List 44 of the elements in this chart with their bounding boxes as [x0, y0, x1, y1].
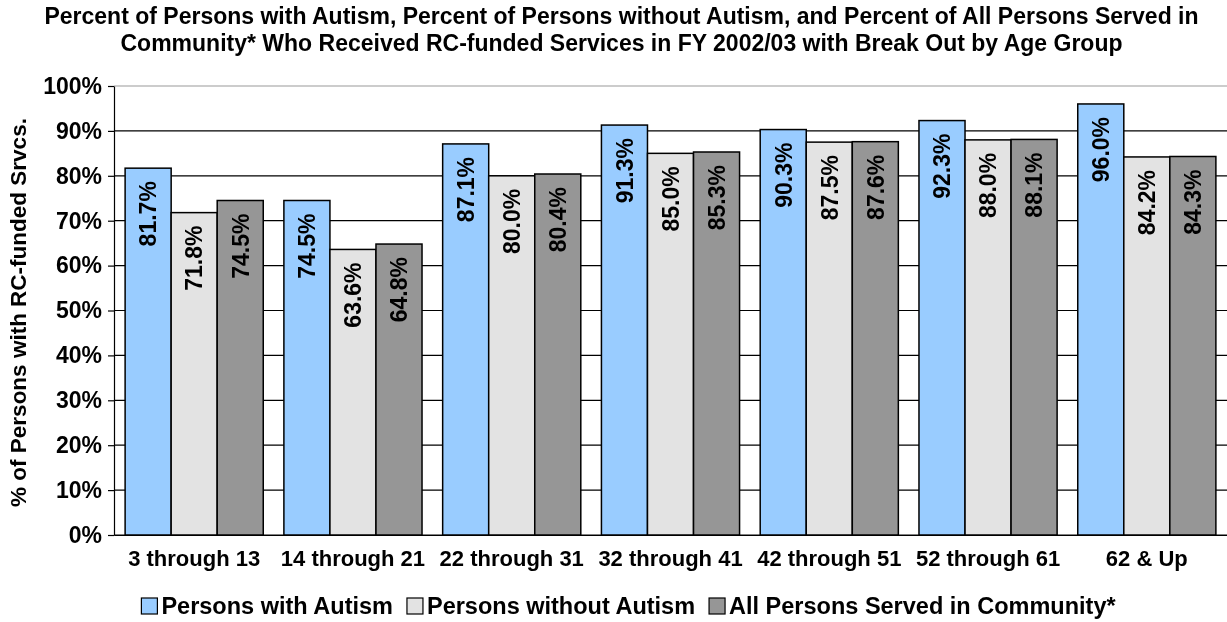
y-tick-label: 30% — [55, 387, 102, 414]
data-label: 87.5% — [816, 155, 843, 221]
y-tick-label: 70% — [55, 207, 102, 234]
data-label: 81.7% — [135, 181, 162, 247]
x-tick-label: 42 through 51 — [757, 545, 902, 571]
data-label: 88.0% — [975, 152, 1002, 219]
data-label: 63.6% — [340, 262, 367, 328]
data-label: 64.8% — [386, 257, 413, 323]
y-tick-label: 50% — [55, 297, 102, 324]
legend-label: Persons with Autism — [161, 593, 393, 620]
data-label: 87.6% — [862, 154, 889, 220]
data-label: 80.0% — [499, 188, 526, 255]
legend-label: All Persons Served in Community* — [729, 593, 1117, 620]
data-label: 85.0% — [657, 166, 684, 232]
x-tick-label: 22 through 31 — [439, 545, 584, 571]
chart-title: Percent of Persons with Autism, Percent of Persons without Autism, and Percent of All Persons Served in Community* Who Received RC-funded Services in FY 2002/03 with Break Out by Age Group — [44, 3, 1199, 56]
data-label: 84.3% — [1180, 169, 1207, 235]
y-tick-label: 80% — [55, 162, 102, 189]
data-label: 90.3% — [770, 142, 797, 208]
legend-label: Persons without Autism — [426, 593, 696, 620]
y-tick-label: 100% — [43, 72, 102, 99]
y-tick-label: 90% — [55, 117, 102, 144]
x-tick-label: 3 through 13 — [128, 545, 261, 571]
y-tick-label: 60% — [55, 252, 102, 279]
data-label: 71.8% — [181, 225, 208, 291]
x-tick-label: 32 through 41 — [598, 545, 743, 571]
y-tick-label: 40% — [55, 342, 102, 369]
data-label: 88.1% — [1021, 152, 1048, 218]
data-label: 74.5% — [227, 213, 254, 279]
data-label: 96.0% — [1088, 116, 1115, 183]
data-label: 87.1% — [452, 156, 479, 223]
x-tick-label: 52 through 61 — [915, 545, 1061, 571]
data-label: 92.3% — [929, 133, 956, 199]
x-tick-label: 62 & Up — [1105, 545, 1188, 571]
data-label: 85.3% — [703, 165, 730, 231]
y-tick-label: 20% — [55, 432, 102, 459]
data-label: 91.3% — [611, 138, 638, 204]
data-label: 84.2% — [1134, 169, 1161, 236]
data-label: 74.5% — [294, 213, 321, 279]
x-tick-label: 14 through 21 — [280, 545, 426, 571]
y-tick-label: 10% — [55, 476, 102, 503]
y-axis-title: % of Persons with RC-funded Srvcs. — [6, 118, 31, 507]
data-label: 80.4% — [545, 187, 572, 253]
y-tick-label: 0% — [68, 521, 102, 548]
